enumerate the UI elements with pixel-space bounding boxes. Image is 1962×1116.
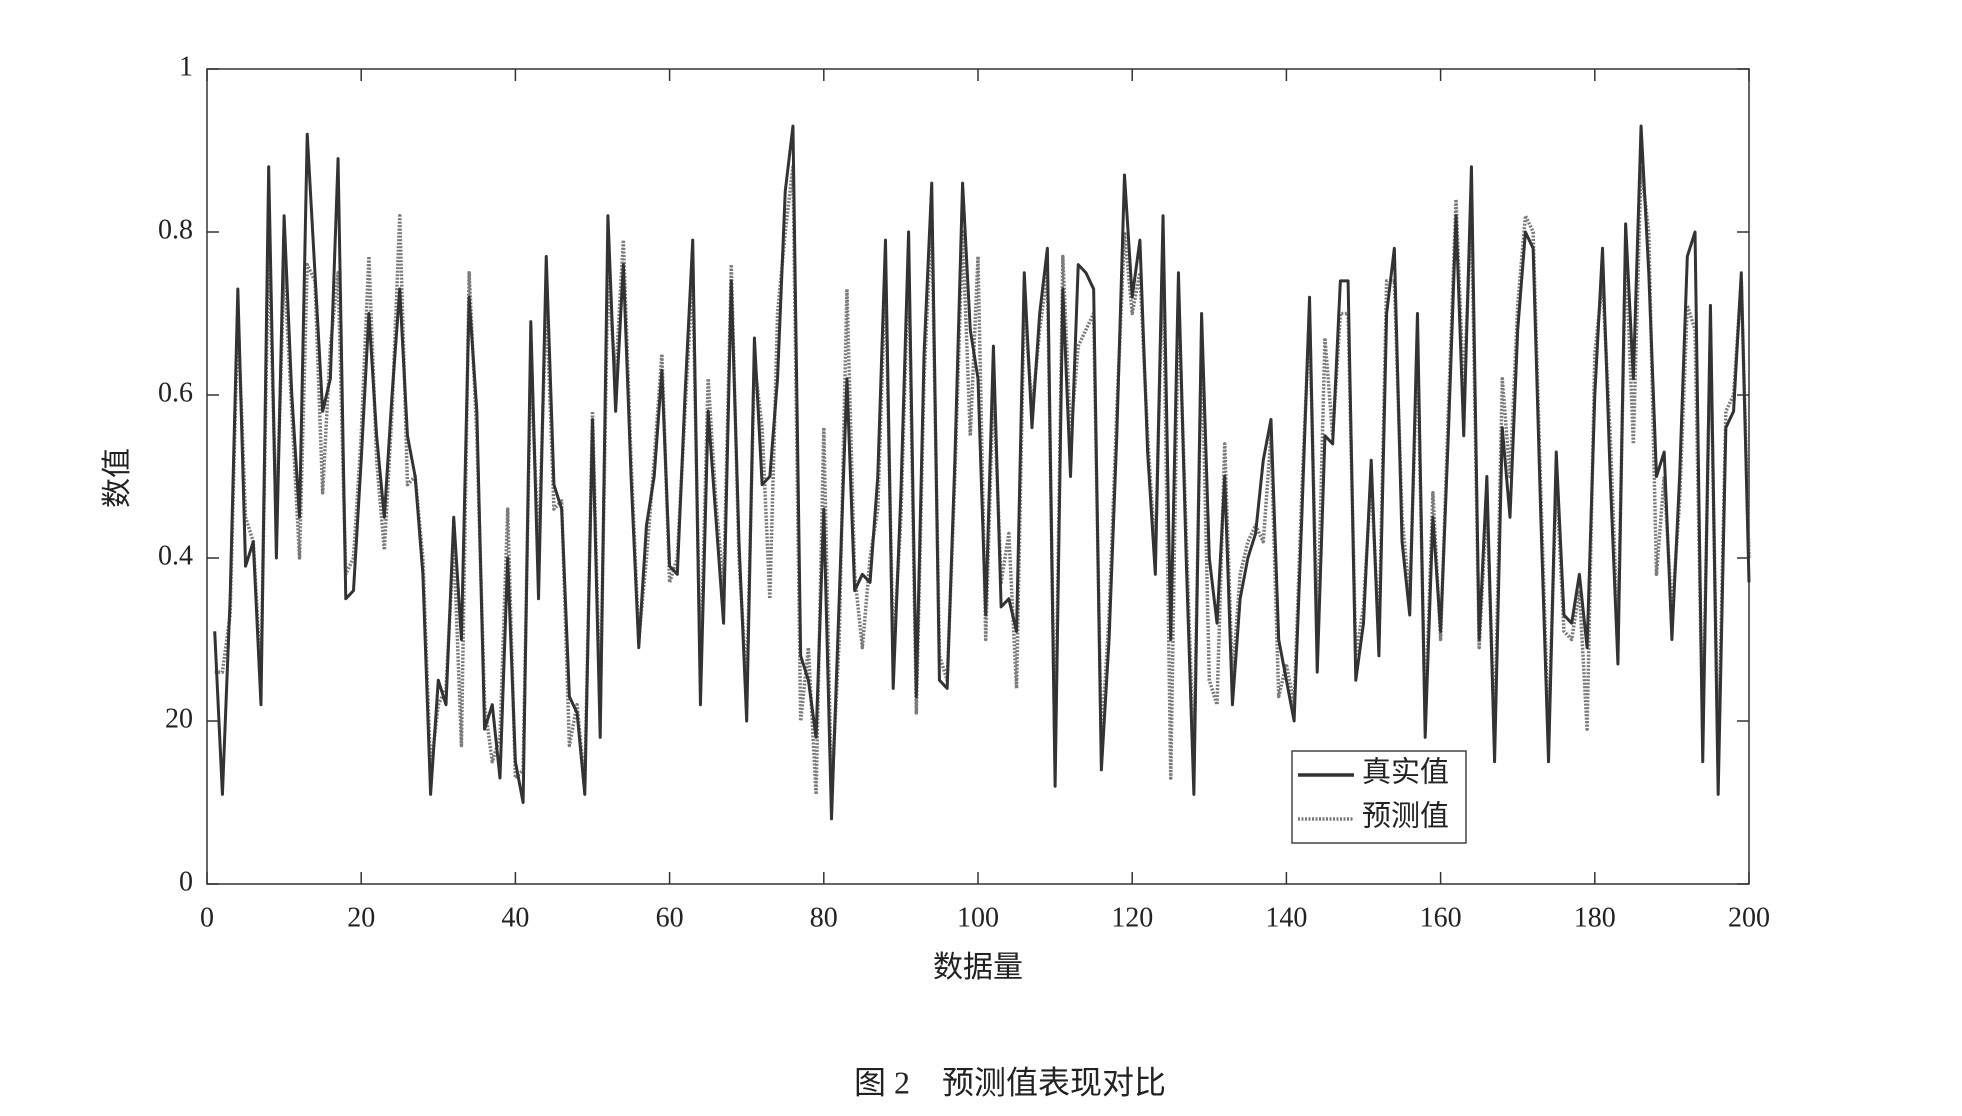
x-tick-label: 40 [501,902,529,933]
chart-caption: 图 2 预测值表现对比 [854,1064,1166,1100]
y-tick-label: 0.6 [158,377,193,408]
x-tick-label: 100 [957,902,999,933]
x-tick-label: 20 [347,902,375,933]
x-tick-label: 140 [1265,902,1307,933]
x-tick-label: 180 [1574,902,1616,933]
legend-label: 预测值 [1362,800,1449,833]
x-axis-label: 数据量 [933,951,1023,984]
plot-frame [206,68,1750,885]
legend-box [1291,750,1467,844]
x-tick-label: 160 [1420,902,1462,933]
x-tick-label: 200 [1728,902,1770,933]
x-tick-label: 120 [1111,902,1153,933]
y-tick-label: 0.8 [158,214,193,245]
x-tick-label: 60 [656,902,684,933]
x-tick-label: 0 [200,902,214,933]
data-line [213,124,1751,821]
y-tick-label: 0.4 [158,540,193,571]
y-axis-label: 数值 [101,448,134,508]
y-tick-label: 1 [179,51,193,82]
y-tick-label: 20 [165,703,193,734]
x-tick-label: 80 [810,902,838,933]
legend-label: 真实值 [1362,756,1449,789]
y-tick-label: 0 [179,866,193,897]
